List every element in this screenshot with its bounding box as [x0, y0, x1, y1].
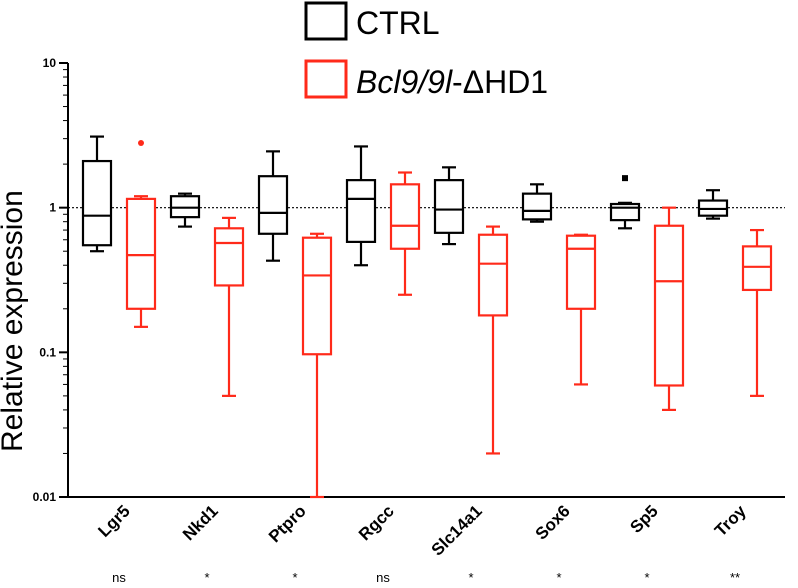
box-iqr [433, 179, 465, 234]
box-iqr [741, 245, 773, 292]
box-mut-Slc14a1 [477, 225, 509, 455]
legend-swatch-mut [304, 59, 348, 99]
significance-label: * [292, 570, 297, 585]
category-label: Ptpro [265, 501, 310, 546]
box-mut-Nkd1 [213, 216, 245, 397]
box-ctrl-Sox6 [521, 183, 553, 223]
legend-label-mut: Bcl9/9l-ΔHD1 [356, 64, 548, 100]
box-mut-Rgcc [389, 171, 421, 296]
category-label: Rgcc [355, 501, 398, 544]
y-tick-label: 0.1 [39, 345, 56, 359]
box-iqr [565, 234, 597, 310]
box-iqr [653, 224, 685, 387]
box-ctrl-Troy [697, 189, 729, 220]
significance-label: * [204, 570, 209, 585]
category-label: Nkd1 [179, 501, 222, 544]
box-mut-Sox6 [565, 233, 597, 386]
y-tick-label: 1 [49, 201, 56, 215]
box-ctrl-Slc14a1 [433, 166, 465, 246]
box-iqr [301, 236, 333, 356]
category-label: Lgr5 [94, 501, 133, 540]
box-mut-Sp5 [653, 206, 685, 412]
y-tick-label: 0.01 [33, 490, 57, 504]
box-mut-Ptpro [301, 232, 333, 499]
category-label: Sp5 [626, 501, 661, 536]
box-iqr [389, 183, 421, 250]
significance-label: ns [112, 570, 126, 585]
significance-label: * [644, 570, 649, 585]
box-iqr [521, 192, 553, 221]
legend-label-mut-rest: -ΔHD1 [452, 64, 548, 100]
y-axis-label: Relative expression [0, 190, 29, 452]
box-iqr [477, 233, 509, 317]
significance-label: * [468, 570, 473, 585]
box-iqr [81, 159, 113, 247]
box-ctrl-Rgcc [345, 145, 377, 267]
box-iqr [257, 175, 289, 235]
box-mut-Troy [741, 228, 773, 397]
legend-label-mut-italic: Bcl9/9l [356, 64, 453, 100]
legend-label-ctrl: CTRL [356, 5, 440, 41]
box-ctrl-Sp5 [609, 175, 641, 230]
box-mut-Lgr5 [125, 139, 157, 328]
category-label: Slc14a1 [428, 501, 486, 559]
box-iqr [213, 227, 245, 287]
legend: CTRL Bcl9/9l-ΔHD1 [304, 1, 548, 100]
outlier-point [622, 175, 628, 182]
significance-label: ns [376, 570, 390, 585]
box-ctrl-Ptpro [257, 150, 289, 262]
y-tick-label: 10 [43, 56, 57, 70]
significance-label: ** [730, 570, 740, 585]
category-label: Sox6 [532, 501, 574, 543]
category-label: Troy [711, 501, 750, 540]
category-labels: Lgr5 ns Nkd1 * Ptpro * Rgcc ns Slc14a1 * Sox6 * Sp5 *… [94, 501, 750, 585]
box-ctrl-Nkd1 [169, 192, 201, 228]
legend-swatch-ctrl [304, 1, 348, 41]
box-ctrl-Lgr5 [81, 135, 113, 253]
significance-label: * [556, 570, 561, 585]
box-iqr [125, 197, 157, 310]
box-iqr [609, 202, 641, 222]
plot-marks [81, 135, 773, 499]
box-iqr [345, 179, 377, 243]
outlier-point [138, 139, 144, 146]
